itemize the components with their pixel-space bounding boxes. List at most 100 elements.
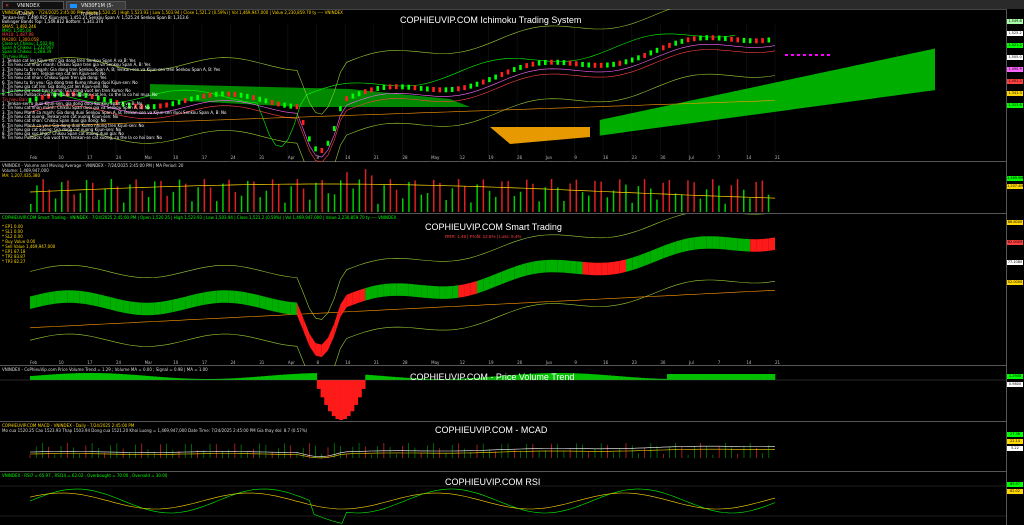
pvt-bar (111, 373, 116, 380)
pvt-bar (56, 374, 61, 380)
candle (128, 102, 131, 108)
tenkan-line (29, 43, 776, 158)
candle (674, 40, 677, 46)
volume-bar (42, 179, 44, 212)
date-tick-label: 7 (717, 360, 721, 365)
pvt-bar (212, 378, 217, 380)
tab-vn30f1m[interactable]: VN30F1M (5-minute) (66, 1, 126, 17)
info-line: 3. Tin hieu tu tin manh: Gia dong tren S… (2, 66, 221, 72)
ichimoku-panel[interactable]: VNINDEX - Daily - 7/24/2025 2:45:00 PM -… (0, 9, 1006, 162)
volume-bar (302, 188, 305, 212)
pvt-bar (134, 374, 139, 380)
pvt-bar (145, 375, 150, 380)
volume-bar (253, 181, 255, 212)
pvt-bar (532, 373, 537, 380)
chart-tab-bar: × VNINDEX (Daily) VN30F1M (5-minute) (0, 0, 1024, 17)
ribbon-segment (272, 298, 279, 313)
volume-bar (278, 184, 280, 212)
candle (450, 86, 454, 92)
candle (562, 60, 566, 66)
price-tag: 1,313.6 (1007, 103, 1023, 108)
candle (376, 86, 379, 92)
volume-bar (178, 179, 181, 212)
candle (289, 103, 293, 109)
pvt-bar (704, 374, 709, 380)
volume-bar (501, 181, 503, 212)
price-tag: 1.2900 (1007, 374, 1023, 379)
ribbon-segment (719, 236, 726, 250)
volume-bar (129, 184, 131, 212)
volume-bar (321, 180, 323, 212)
pvt-bar (633, 377, 638, 380)
ribbon-segment (104, 295, 111, 310)
pvt-bar (309, 373, 314, 380)
volume-bar (507, 180, 509, 212)
pvt-bar (395, 377, 400, 380)
volume-bar (526, 179, 528, 212)
ribbon-segment (371, 285, 378, 299)
pvt-bar (462, 378, 467, 380)
ribbon-segment (725, 237, 732, 251)
volume-bar (470, 202, 472, 212)
candle (332, 126, 336, 132)
pvt-bar (581, 373, 586, 380)
info-line: 3. Tin hieu Manh ca manh: Gia dong duoi … (2, 109, 227, 115)
price-tag: 77.1080 (1007, 260, 1023, 265)
candle (96, 95, 100, 101)
price-scale[interactable]: 1,549.8 1,525.2 1,521.2 1,505.0 1,490.9 1,451… (1006, 9, 1024, 162)
rsi-scale[interactable]: 65.97 62.02 (1006, 472, 1024, 525)
candle (183, 98, 187, 104)
smart-scale[interactable]: 86.8000 82.0000 77.1080 52.0000 (1006, 214, 1024, 366)
pvt-bar (294, 373, 299, 380)
date-tick-label: 14 (345, 155, 351, 160)
macd-panel[interactable]: COPHIEUVIP.COM MACD - VNINDEX - Daily - … (0, 422, 1006, 472)
volume-bar (513, 195, 516, 212)
candle (699, 35, 702, 41)
rsi-panel[interactable]: VNINDEX - RSI7 = 65.97 , RSI14 = 62.02 ,… (0, 472, 1006, 525)
macd-scale[interactable]: 27.36 22.14 5.22 (1006, 422, 1024, 472)
pvt-bar (406, 377, 411, 380)
smart-trading-panel[interactable]: COPHIEUVIP.COM Smart Trading - VNINDEX -… (0, 214, 1006, 366)
volume-bar (656, 199, 658, 212)
candle (401, 84, 404, 90)
info-line: 2. Tin hieu cat nhan manh: Chikou Span t… (2, 62, 151, 68)
ribbon-segment (657, 245, 664, 261)
volume-bar (594, 180, 596, 212)
candle (599, 62, 603, 68)
pvt-bar (175, 378, 180, 380)
volume-bar (73, 194, 75, 212)
panel-title: COPHIEUVIP.COM RSI (445, 477, 541, 487)
candle (370, 87, 373, 93)
ribbon-segment (632, 255, 639, 271)
future-marker (785, 54, 788, 56)
date-tick-label: 30 (660, 155, 666, 160)
pvt-bar (484, 377, 489, 380)
volume-bar (550, 179, 553, 212)
ribbon-segment (265, 296, 273, 311)
volume-bar (674, 193, 677, 212)
candle (109, 98, 113, 104)
pvt-scale[interactable]: 1.2900 0.9800 (1006, 366, 1024, 422)
pvt-panel[interactable]: VNINDEX - CoPhieuVip.com Price Volume Tr… (0, 366, 1006, 422)
tab-vnindex-daily[interactable]: × VNINDEX (Daily) (2, 1, 64, 17)
candle (351, 93, 355, 99)
pvt-bar (138, 375, 143, 380)
info-line: * EP1 0.00 (2, 224, 23, 229)
volume-bar (575, 179, 578, 212)
candle (258, 96, 262, 102)
pvt-bar (257, 376, 262, 380)
ribbon-segment (123, 300, 130, 314)
volume-scale[interactable]: 1,469.9M 1,207.4M (1006, 162, 1024, 214)
ribbon-segment (613, 260, 620, 275)
info-line: Close vs Chikou: 1,502.94 (2, 40, 54, 46)
volume-bar (693, 182, 695, 212)
volume-bar (98, 199, 100, 212)
date-tick-label: 19 (488, 155, 494, 160)
date-tick-label: May (431, 360, 440, 365)
volume-panel[interactable]: VNINDEX - Volume and Moving Average - VN… (0, 162, 1006, 214)
date-tick-label: Jun (545, 155, 553, 160)
close-icon[interactable]: × (5, 3, 10, 9)
date-tick-label: 24 (230, 155, 236, 160)
pvt-bar (320, 380, 325, 398)
pvt-bar (626, 376, 630, 380)
